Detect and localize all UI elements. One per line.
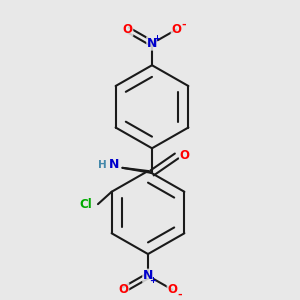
- Text: H: H: [98, 160, 107, 170]
- Text: -: -: [177, 290, 182, 300]
- Text: +: +: [149, 276, 157, 285]
- Text: -: -: [181, 20, 186, 30]
- Text: O: O: [180, 149, 190, 163]
- Text: N: N: [109, 158, 120, 171]
- Text: N: N: [143, 269, 153, 282]
- Text: O: O: [167, 283, 177, 296]
- Text: N: N: [147, 37, 157, 50]
- Text: O: O: [123, 23, 133, 36]
- Text: O: O: [171, 23, 181, 36]
- Text: +: +: [154, 34, 160, 43]
- Text: Cl: Cl: [80, 198, 92, 211]
- Text: O: O: [119, 283, 129, 296]
